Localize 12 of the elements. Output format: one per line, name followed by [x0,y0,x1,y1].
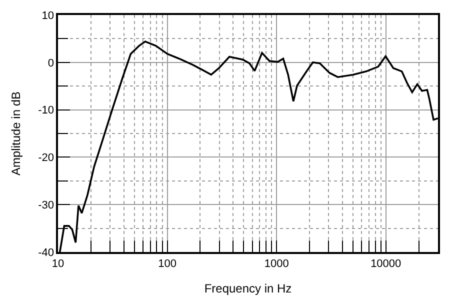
x-tick-label: 10000 [370,258,402,270]
x-tick-label: 100 [158,258,176,270]
y-tick-label: -40 [38,246,54,259]
y-tick-label: -20 [38,152,54,164]
x-tick-label: 1000 [264,258,289,270]
y-tick-label: -30 [38,199,54,212]
y-tick-label: 10 [42,10,54,22]
x-axis-title: Frequency in Hz [204,281,292,296]
y-axis-title: Amplitude in dB [8,91,23,176]
y-tick-label: 0 [48,57,54,70]
x-tick-label: 10 [52,258,64,270]
y-tick-label: -10 [38,104,54,117]
